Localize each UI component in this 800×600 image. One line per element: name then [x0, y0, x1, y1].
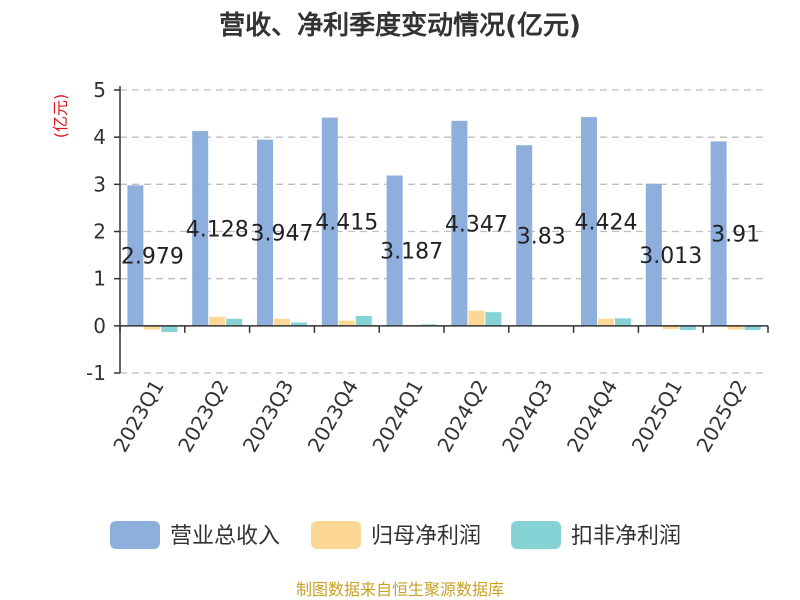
y-tick-label: 0 — [93, 314, 106, 338]
legend-swatch[interactable] — [311, 521, 361, 549]
bar — [355, 315, 372, 326]
data-label: 4.415 — [315, 211, 378, 236]
legend-label[interactable]: 扣非净利润 — [571, 524, 681, 549]
bar — [581, 117, 597, 326]
legend-swatch[interactable] — [110, 521, 160, 549]
y-tick-label: 2 — [93, 220, 106, 244]
data-label: 3.013 — [639, 244, 702, 269]
bar — [679, 325, 696, 331]
y-tick-label: 1 — [93, 267, 106, 291]
x-tick-label: 2024Q4 — [562, 376, 622, 457]
bar — [291, 322, 307, 326]
y-tick-label: 3 — [93, 172, 106, 196]
bar — [662, 325, 679, 330]
bar — [615, 318, 631, 326]
bar — [161, 325, 178, 332]
y-tick-label: 5 — [93, 78, 106, 102]
bar — [386, 175, 403, 326]
bar — [451, 120, 468, 326]
y-tick-label: -1 — [86, 361, 106, 385]
data-label: 4.128 — [186, 217, 249, 242]
bar — [338, 320, 355, 326]
bar — [598, 318, 614, 326]
bar — [209, 316, 226, 326]
data-label: 4.347 — [445, 212, 508, 237]
bar — [321, 117, 338, 326]
bars — [127, 117, 761, 332]
bar — [468, 310, 485, 326]
data-label: 3.947 — [251, 222, 314, 247]
bar — [727, 325, 744, 330]
y-axis-label: (亿元) — [51, 94, 70, 139]
legend-label[interactable]: 营业总收入 — [170, 524, 280, 549]
bar — [192, 131, 209, 326]
bar — [226, 318, 243, 326]
legend-swatch[interactable] — [511, 521, 561, 549]
data-label: 2.979 — [121, 245, 184, 270]
bar — [710, 141, 727, 326]
x-tick-label: 2023Q1 — [108, 376, 168, 457]
y-axis-ticks: -1 0 1 2 3 4 5 — [86, 78, 120, 385]
data-label: 3.187 — [380, 240, 443, 265]
data-label: 3.83 — [517, 225, 566, 250]
bar — [144, 325, 161, 330]
data-label: 4.424 — [575, 211, 638, 236]
x-tick-label: 2024Q2 — [432, 376, 492, 457]
bar — [274, 318, 290, 326]
bar — [485, 312, 502, 326]
x-tick-label: 2024Q3 — [497, 376, 557, 457]
bar — [645, 183, 662, 326]
y-tick-label: 4 — [93, 125, 106, 149]
x-tick-label: 2024Q1 — [367, 376, 427, 457]
legend-label[interactable]: 归母净利润 — [371, 524, 481, 549]
bar — [127, 185, 144, 326]
x-axis-ticks: 2023Q1 2023Q2 2023Q3 2023Q4 2024Q1 2024Q2 2024… — [108, 325, 769, 457]
bar — [257, 139, 273, 326]
legend[interactable]: 营业总收入 归母净利润 扣非净利润 — [110, 521, 681, 549]
bar — [744, 325, 761, 331]
x-tick-label: 2023Q2 — [173, 376, 233, 457]
chart-title: 营收、净利季度变动情况(亿元) — [219, 10, 581, 41]
x-tick-label: 2025Q1 — [627, 376, 687, 457]
data-label: 3.91 — [711, 223, 760, 248]
bar — [516, 145, 533, 326]
x-tick-label: 2023Q4 — [303, 376, 363, 457]
x-tick-label: 2023Q3 — [238, 376, 298, 457]
x-tick-label: 2025Q2 — [691, 376, 751, 457]
source-note: 制图数据来自恒生聚源数据库 — [296, 580, 504, 599]
